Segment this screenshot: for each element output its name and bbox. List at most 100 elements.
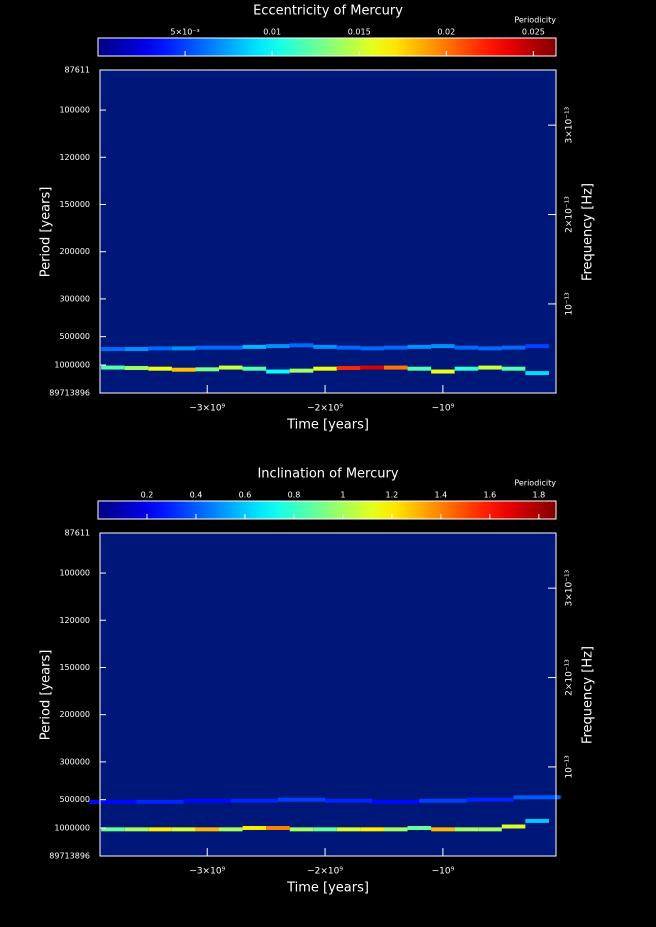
x-tick-label: −10⁹ bbox=[432, 867, 455, 877]
y-tick-label: 200000 bbox=[59, 710, 90, 719]
y2-tick-label: 3×10⁻¹³ bbox=[565, 569, 575, 606]
heat-cell bbox=[101, 827, 125, 832]
heat-cell bbox=[419, 798, 467, 803]
heat-cell bbox=[360, 346, 384, 351]
heat-cell bbox=[195, 827, 220, 832]
plot-area bbox=[100, 70, 556, 393]
heat-cell bbox=[171, 827, 196, 832]
heat-cell bbox=[219, 827, 243, 832]
plot-frame bbox=[99, 532, 557, 857]
x-axis-label: Time [years] bbox=[286, 418, 369, 433]
y-tick-label: 100000 bbox=[59, 106, 90, 115]
colorbar-label: Periodicity bbox=[514, 16, 556, 25]
heat-cell bbox=[336, 345, 361, 350]
colorbar-tick-label: 5×10⁻³ bbox=[170, 28, 199, 37]
colorbar-tick-label: 1.6 bbox=[484, 491, 497, 500]
heat-cell bbox=[478, 827, 502, 832]
heat-cell bbox=[313, 366, 337, 371]
heat-cell bbox=[383, 365, 408, 370]
heat-cell bbox=[219, 345, 243, 350]
y2-tick-label: 2×10⁻¹³ bbox=[565, 659, 575, 696]
colorbar-tick-label: 0.02 bbox=[437, 28, 455, 37]
colorbar bbox=[97, 500, 557, 520]
heat-cell bbox=[407, 366, 432, 371]
heat-cell bbox=[230, 798, 278, 803]
heat-cell bbox=[513, 795, 561, 800]
colorbar-label: Periodicity bbox=[514, 479, 556, 488]
heat-cell bbox=[372, 799, 420, 804]
heat-cell bbox=[277, 797, 326, 802]
y-axis-label: Period [years] bbox=[39, 650, 54, 741]
heat-cell bbox=[478, 346, 502, 351]
heat-cell bbox=[454, 366, 479, 371]
heat-cell bbox=[407, 825, 432, 830]
heat-cell bbox=[407, 344, 432, 349]
y-axis-label: Period [years] bbox=[39, 187, 54, 278]
chart: Eccentricity of Mercury Periodicity 5×10⁻³… bbox=[39, 4, 596, 433]
heat-cell bbox=[313, 344, 337, 349]
x-tick-label: −2×10⁹ bbox=[307, 404, 343, 414]
plot-area bbox=[100, 533, 556, 856]
heat-cell bbox=[171, 346, 196, 351]
y2-axis-label: Frequency [Hz] bbox=[581, 646, 596, 744]
chart: Inclination of Mercury Periodicity 0.2 0.4 0… bbox=[39, 467, 596, 896]
x-tick-label: −3×10⁹ bbox=[189, 404, 225, 414]
heat-cell bbox=[383, 827, 408, 832]
heat-cell bbox=[360, 365, 384, 370]
heat-cell bbox=[148, 827, 172, 832]
y-tick-label: 500000 bbox=[59, 795, 90, 804]
heat-cell bbox=[242, 366, 267, 371]
heat-cell bbox=[501, 824, 526, 829]
heat-cell bbox=[266, 344, 290, 349]
heat-cell bbox=[525, 818, 549, 823]
colorbar-tick-label: 0.015 bbox=[348, 28, 371, 37]
y-tick-label: 87611 bbox=[65, 529, 90, 538]
heat-cell bbox=[289, 368, 314, 373]
y2-tick-label: 2×10⁻¹³ bbox=[565, 196, 575, 233]
heat-cell bbox=[383, 345, 408, 350]
y-tick-label: 89713896 bbox=[49, 852, 90, 861]
heat-cell bbox=[525, 371, 549, 376]
heat-cell bbox=[219, 365, 243, 370]
heat-cell bbox=[266, 369, 290, 374]
y-tick-label: 89713896 bbox=[49, 389, 90, 398]
plot-frame bbox=[99, 69, 557, 394]
y-tick-label: 300000 bbox=[59, 294, 90, 303]
heat-cell bbox=[289, 343, 314, 348]
y-tick-label: 1000000 bbox=[54, 823, 90, 832]
colorbar-tick-label: 1.2 bbox=[386, 491, 399, 500]
heat-cell bbox=[501, 366, 526, 371]
y-tick-label: 300000 bbox=[59, 757, 90, 766]
chart-title: Eccentricity of Mercury bbox=[253, 4, 403, 19]
chart-title: Inclination of Mercury bbox=[257, 467, 398, 482]
y-tick-label: 150000 bbox=[59, 663, 90, 672]
heat-cell bbox=[454, 345, 479, 350]
y2-tick-label: 3×10⁻¹³ bbox=[565, 106, 575, 143]
heat-cell bbox=[501, 345, 526, 350]
y-tick-label: 150000 bbox=[59, 200, 90, 209]
x-tick-label: −2×10⁹ bbox=[307, 867, 343, 877]
heat-cell bbox=[431, 827, 455, 832]
colorbar bbox=[97, 37, 557, 57]
y-tick-label: 120000 bbox=[59, 616, 90, 625]
heat-cell bbox=[124, 827, 149, 832]
heat-cell bbox=[313, 827, 337, 832]
colorbar-tick-label: 1 bbox=[340, 491, 345, 500]
y2-tick-label: 10⁻¹³ bbox=[565, 755, 575, 779]
heat-cell bbox=[89, 799, 137, 804]
y2-tick-label: 10⁻¹³ bbox=[565, 292, 575, 316]
heat-cell bbox=[360, 827, 384, 832]
y-tick-label: 87611 bbox=[65, 66, 90, 75]
y-tick-label: 200000 bbox=[59, 247, 90, 256]
y-tick-label: 500000 bbox=[59, 332, 90, 341]
y-tick-label: 120000 bbox=[59, 153, 90, 162]
colorbar-tick-label: 0.01 bbox=[263, 28, 281, 37]
heat-cell bbox=[266, 825, 290, 830]
heat-cell bbox=[124, 347, 149, 352]
colorbar-tick-label: 1.8 bbox=[532, 491, 545, 500]
y-tick-label: 100000 bbox=[59, 569, 90, 578]
heat-cell bbox=[148, 366, 172, 371]
y-tick-label: 1000000 bbox=[54, 360, 90, 369]
heat-cell bbox=[136, 799, 184, 804]
